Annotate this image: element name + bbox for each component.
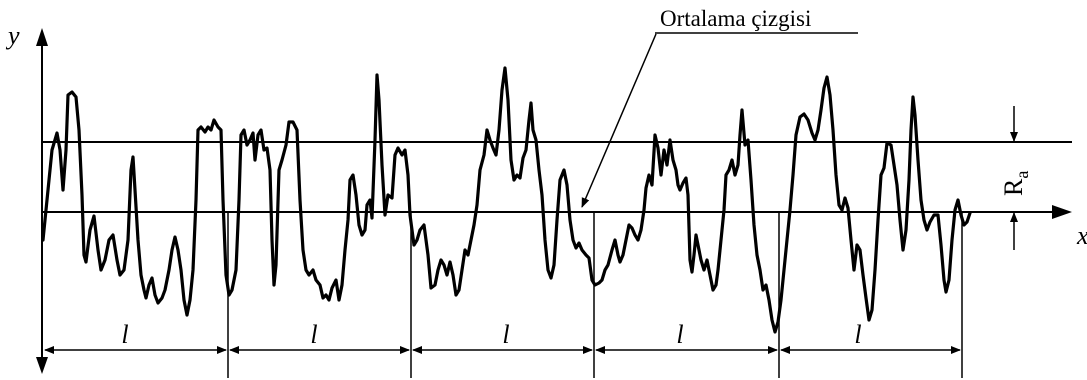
y-axis-label: y — [5, 21, 20, 50]
x-axis-arrow — [1052, 205, 1072, 219]
svg-text:Ra: Ra — [999, 171, 1032, 196]
y-axis-arrow-up — [36, 28, 48, 46]
x-axis-label: x — [1076, 221, 1087, 250]
ra-label-main: R — [999, 178, 1028, 196]
segment-label-2: l — [310, 320, 317, 349]
segment-label-4: l — [676, 320, 683, 349]
ra-label-sub: a — [1012, 171, 1032, 179]
y-axis-arrow-down — [36, 357, 48, 374]
segment-label-5: l — [854, 320, 861, 349]
mean-line-callout-text: Ortalama çizgisi — [660, 6, 811, 31]
ra-label: Ra — [999, 171, 1032, 196]
callout-leader-arrow — [581, 33, 657, 208]
segment-label-3: l — [502, 320, 509, 349]
roughness-profile — [41, 66, 972, 334]
segment-label-1: l — [121, 320, 128, 349]
